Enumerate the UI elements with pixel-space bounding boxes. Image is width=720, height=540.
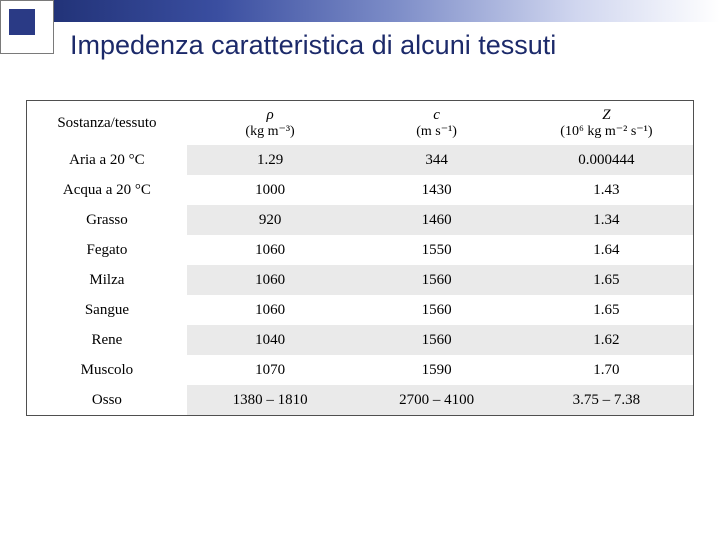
cell-substance: Milza	[27, 265, 187, 295]
header-bar	[0, 0, 720, 22]
cell-density: 1060	[187, 235, 354, 265]
col-header-impedance-unit: (10⁶ kg m⁻² s⁻¹)	[520, 124, 693, 139]
cell-substance: Rene	[27, 325, 187, 355]
cell-substance: Osso	[27, 385, 187, 415]
col-header-density-symbol: ρ	[187, 107, 354, 124]
cell-speed: 1560	[353, 325, 520, 355]
cell-substance: Sangue	[27, 295, 187, 325]
cell-density: 1060	[187, 265, 354, 295]
cell-speed: 1590	[353, 355, 520, 385]
impedance-table: Sostanza/tessuto ρ (kg m⁻³) c (m s⁻¹) Z …	[27, 101, 693, 415]
table-body: Aria a 20 °C 1.29 344 0.000444 Acqua a 2…	[27, 145, 693, 415]
cell-impedance: 1.65	[520, 265, 693, 295]
impedance-table-container: Sostanza/tessuto ρ (kg m⁻³) c (m s⁻¹) Z …	[26, 100, 694, 416]
col-header-substance-label: Sostanza/tessuto	[27, 115, 187, 132]
cell-impedance: 3.75 – 7.38	[520, 385, 693, 415]
cell-substance: Acqua a 20 °C	[27, 175, 187, 205]
table-row: Acqua a 20 °C 1000 1430 1.43	[27, 175, 693, 205]
col-header-speed: c (m s⁻¹)	[353, 101, 520, 145]
table-row: Grasso 920 1460 1.34	[27, 205, 693, 235]
cell-impedance: 1.62	[520, 325, 693, 355]
col-header-impedance: Z (10⁶ kg m⁻² s⁻¹)	[520, 101, 693, 145]
table-row: Fegato 1060 1550 1.64	[27, 235, 693, 265]
cell-density: 1000	[187, 175, 354, 205]
table-row: Osso 1380 – 1810 2700 – 4100 3.75 – 7.38	[27, 385, 693, 415]
page-title: Impedenza caratteristica di alcuni tessu…	[70, 30, 700, 61]
cell-speed: 1560	[353, 265, 520, 295]
cell-speed: 1430	[353, 175, 520, 205]
cell-impedance: 1.34	[520, 205, 693, 235]
table-header-row: Sostanza/tessuto ρ (kg m⁻³) c (m s⁻¹) Z …	[27, 101, 693, 145]
table-row: Milza 1060 1560 1.65	[27, 265, 693, 295]
cell-speed: 344	[353, 145, 520, 175]
col-header-density-unit: (kg m⁻³)	[187, 124, 354, 139]
cell-impedance: 0.000444	[520, 145, 693, 175]
col-header-density: ρ (kg m⁻³)	[187, 101, 354, 145]
cell-substance: Aria a 20 °C	[27, 145, 187, 175]
cell-density: 1060	[187, 295, 354, 325]
cell-substance: Fegato	[27, 235, 187, 265]
table-row: Rene 1040 1560 1.62	[27, 325, 693, 355]
col-header-substance: Sostanza/tessuto	[27, 101, 187, 145]
cell-impedance: 1.65	[520, 295, 693, 325]
table-row: Muscolo 1070 1590 1.70	[27, 355, 693, 385]
cell-speed: 1560	[353, 295, 520, 325]
col-header-impedance-symbol: Z	[520, 107, 693, 124]
cell-speed: 2700 – 4100	[353, 385, 520, 415]
cell-density: 920	[187, 205, 354, 235]
table-row: Aria a 20 °C 1.29 344 0.000444	[27, 145, 693, 175]
corner-accent-box	[0, 0, 54, 54]
cell-density: 1380 – 1810	[187, 385, 354, 415]
cell-impedance: 1.64	[520, 235, 693, 265]
cell-impedance: 1.43	[520, 175, 693, 205]
corner-accent-square	[9, 9, 35, 35]
cell-density: 1040	[187, 325, 354, 355]
col-header-speed-symbol: c	[353, 107, 520, 124]
cell-impedance: 1.70	[520, 355, 693, 385]
table-row: Sangue 1060 1560 1.65	[27, 295, 693, 325]
cell-speed: 1460	[353, 205, 520, 235]
col-header-speed-unit: (m s⁻¹)	[353, 124, 520, 139]
cell-speed: 1550	[353, 235, 520, 265]
cell-density: 1070	[187, 355, 354, 385]
cell-substance: Muscolo	[27, 355, 187, 385]
cell-substance: Grasso	[27, 205, 187, 235]
cell-density: 1.29	[187, 145, 354, 175]
